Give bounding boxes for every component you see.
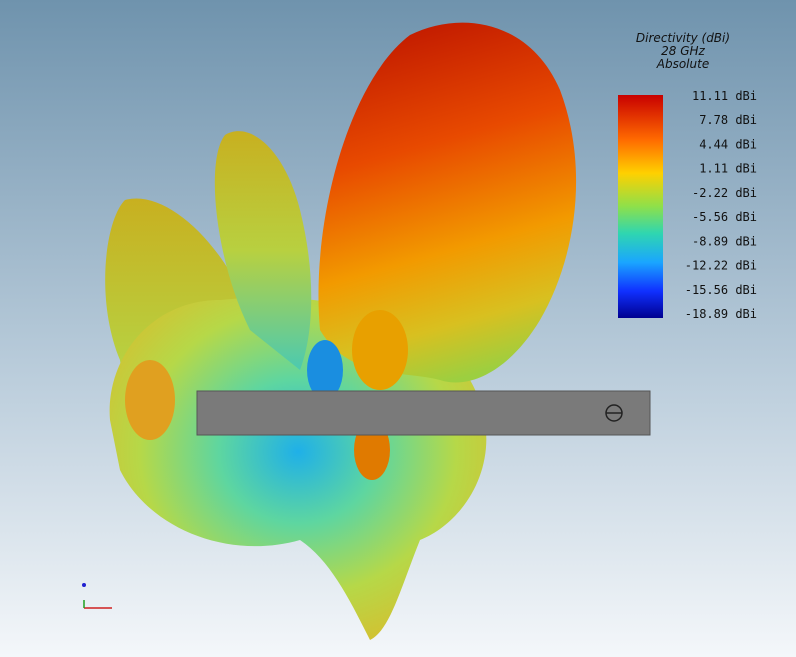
axis-z <box>82 583 86 587</box>
legend-label: -18.89 dBi <box>685 307 757 321</box>
legend-label: -12.22 dBi <box>685 259 757 273</box>
legend-label: 7.78 dBi <box>699 113 757 127</box>
color-bar <box>618 95 663 318</box>
lobe-bump <box>125 360 175 440</box>
legend-title: 28 GHz <box>661 44 705 58</box>
antenna-board <box>197 391 650 435</box>
legend-title: Directivity (dBi) <box>636 31 730 45</box>
lobe-bump <box>352 310 408 390</box>
legend-label: -8.89 dBi <box>692 234 757 248</box>
legend-title: Absolute <box>656 57 709 71</box>
legend-label: 1.11 dBi <box>699 162 757 176</box>
legend-label: 11.11 dBi <box>692 89 757 103</box>
legend-label: 4.44 dBi <box>699 137 757 151</box>
legend-label: -2.22 dBi <box>692 186 757 200</box>
legend-label: -5.56 dBi <box>692 210 757 224</box>
page: {"legend": {"title": ["Directivity (dBi)… <box>0 0 796 657</box>
viewport: Directivity (dBi)28 GHzAbsolute 11.11 dBi… <box>0 0 796 657</box>
legend-label: -15.56 dBi <box>685 283 757 297</box>
